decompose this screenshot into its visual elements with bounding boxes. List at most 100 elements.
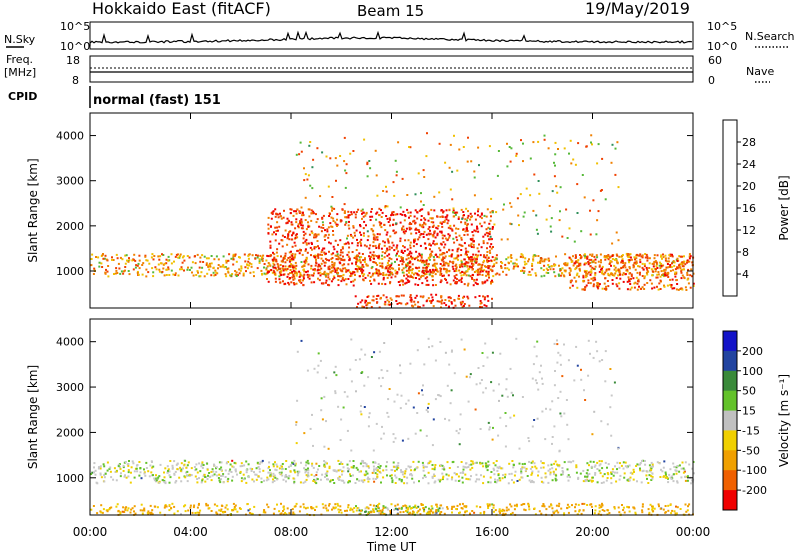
data-cell (283, 209, 285, 212)
data-cell (429, 269, 432, 272)
data-cell (324, 239, 327, 241)
data-cell (604, 277, 607, 280)
data-cell (630, 273, 633, 276)
data-cell (320, 251, 323, 254)
data-cell (400, 249, 403, 252)
data-cell (691, 261, 694, 264)
data-cell (276, 478, 279, 481)
data-cell (688, 463, 691, 466)
data-cell (498, 465, 501, 468)
data-cell (381, 509, 384, 511)
data-cell (337, 504, 340, 507)
data-cell (388, 303, 391, 306)
data-cell (235, 271, 238, 274)
data-cell (219, 265, 222, 268)
data-cell (390, 276, 393, 279)
data-cell (266, 278, 268, 280)
data-cell (324, 229, 326, 232)
colorbar-tick-label: 50 (742, 385, 756, 398)
data-cell (147, 470, 150, 473)
data-cell (422, 259, 424, 262)
data-cell (487, 299, 490, 302)
data-cell (242, 478, 245, 481)
data-cell (427, 462, 429, 465)
colorbar-tick-label: 24 (742, 158, 756, 171)
data-cell (649, 503, 652, 506)
data-cell (692, 282, 695, 285)
data-cell (466, 219, 468, 222)
data-cell (580, 368, 582, 371)
data-cell (455, 266, 458, 269)
data-cell (250, 512, 253, 515)
data-cell (291, 266, 294, 269)
data-cell (424, 218, 427, 221)
data-cell (671, 261, 674, 264)
data-cell (261, 256, 263, 259)
data-cell (440, 279, 443, 282)
data-cell (656, 285, 658, 288)
data-cell (213, 473, 216, 476)
data-cell (188, 473, 191, 476)
data-cell (646, 259, 649, 262)
data-cell (198, 266, 201, 269)
data-cell (361, 271, 364, 274)
data-cell (211, 474, 214, 477)
data-cell (382, 469, 385, 472)
data-cell (526, 475, 529, 477)
region-ground-scatter-band (90, 459, 695, 485)
data-cell (614, 173, 617, 176)
data-cell (404, 215, 407, 218)
data-cell (333, 507, 336, 510)
data-cell (614, 465, 616, 468)
data-cell (328, 504, 330, 507)
data-cell (276, 221, 279, 224)
data-cell (622, 461, 625, 464)
data-cell (383, 303, 386, 306)
data-cell (462, 468, 465, 471)
data-cell (245, 460, 248, 463)
data-cell (481, 462, 484, 465)
data-cell (333, 482, 336, 484)
data-cell (639, 253, 642, 256)
data-cell (360, 238, 363, 241)
data-cell (189, 506, 192, 509)
data-cell (669, 253, 672, 256)
data-cell (409, 473, 411, 476)
data-cell (354, 216, 357, 219)
data-cell (499, 352, 502, 355)
data-cell (361, 459, 364, 462)
data-cell (615, 480, 618, 483)
data-cell (365, 211, 368, 214)
data-cell (321, 217, 324, 220)
data-cell (598, 460, 601, 463)
data-cell (553, 425, 556, 428)
data-cell (428, 243, 431, 246)
data-cell (124, 508, 127, 511)
data-cell (676, 506, 679, 509)
data-cell (686, 259, 689, 262)
data-cell (386, 231, 389, 234)
data-cell (232, 255, 235, 258)
data-cell (106, 270, 109, 273)
data-cell (462, 465, 465, 468)
data-cell (196, 253, 199, 256)
data-cell (311, 166, 314, 169)
data-cell (360, 256, 363, 259)
data-cell (446, 238, 449, 241)
data-cell (469, 218, 472, 221)
data-cell (673, 261, 676, 264)
data-cell (311, 464, 314, 467)
data-cell (488, 227, 491, 230)
data-cell (273, 507, 276, 510)
data-cell (471, 259, 474, 262)
data-cell (304, 249, 307, 252)
data-cell (436, 234, 439, 237)
data-cell (438, 142, 441, 145)
data-cell (232, 263, 235, 266)
data-cell (633, 286, 636, 289)
data-cell (341, 463, 344, 465)
data-cell (566, 264, 569, 267)
data-cell (152, 474, 154, 477)
data-cell (327, 267, 330, 270)
data-cell (386, 238, 389, 241)
